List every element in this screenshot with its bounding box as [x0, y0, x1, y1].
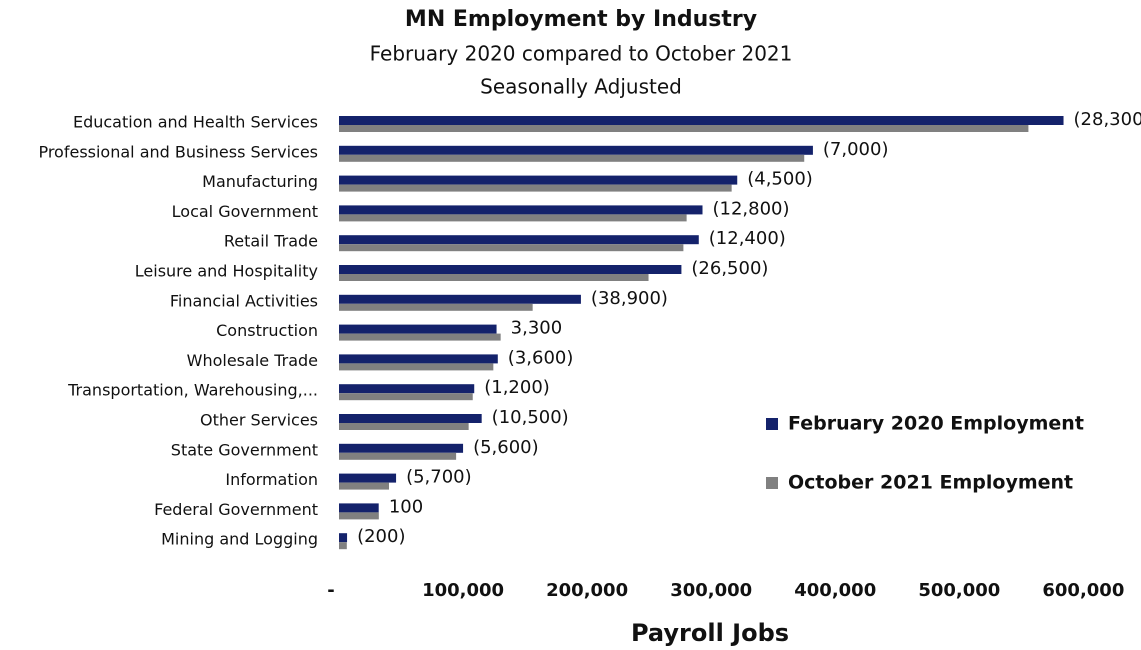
- bar: [339, 393, 473, 401]
- bar: [339, 125, 1029, 132]
- bar: [339, 423, 469, 430]
- legend-swatch: [766, 477, 778, 489]
- bar: [339, 533, 348, 543]
- annotation: (38,900): [591, 288, 668, 309]
- annotation: (7,000): [823, 139, 889, 160]
- bar: [339, 333, 501, 341]
- bar: [339, 265, 682, 274]
- annotation: (4,500): [747, 169, 813, 190]
- annotation: (12,800): [713, 198, 790, 219]
- y-tick-label: Retail Trade: [224, 232, 318, 251]
- bar: [339, 503, 379, 513]
- annotation: (5,600): [473, 437, 539, 458]
- bar: [339, 303, 533, 311]
- annotation: (10,500): [492, 407, 569, 428]
- bar: [339, 154, 805, 162]
- bar: [339, 214, 687, 222]
- y-tick-label: Financial Activities: [170, 291, 318, 310]
- bar: [339, 363, 494, 371]
- y-tick-label: Professional and Business Services: [38, 142, 318, 161]
- bar: [339, 354, 498, 364]
- bar: [339, 473, 397, 483]
- annotation: (26,500): [691, 258, 768, 279]
- bar: [339, 443, 464, 453]
- x-tick-label: 600,000: [1042, 580, 1124, 601]
- bar: [339, 184, 732, 192]
- y-tick-label: Construction: [216, 321, 318, 340]
- y-tick-label: Federal Government: [154, 500, 318, 519]
- bar: [339, 542, 347, 550]
- legend-swatch: [766, 418, 778, 430]
- y-tick-label: Leisure and Hospitality: [135, 262, 318, 281]
- bar: [339, 205, 703, 215]
- legend-label: October 2021 Employment: [788, 472, 1073, 494]
- chart-title: MN Employment by Industry: [405, 7, 757, 32]
- bar: [339, 145, 813, 155]
- chart-subtitle: Seasonally Adjusted: [480, 75, 682, 99]
- bar: [339, 482, 389, 490]
- legend-label: February 2020 Employment: [788, 413, 1084, 435]
- annotation: 3,300: [511, 318, 563, 339]
- bar: [339, 235, 699, 245]
- chart-subtitle: February 2020 compared to October 2021: [370, 42, 793, 66]
- x-tick-label: 300,000: [670, 580, 752, 601]
- bar: [339, 384, 475, 394]
- bar: [339, 244, 684, 252]
- annotation: (12,400): [709, 228, 786, 249]
- y-tick-label: Mining and Logging: [161, 530, 318, 549]
- y-tick-label: State Government: [171, 440, 318, 459]
- bar: [339, 175, 738, 185]
- bar: [339, 414, 482, 423]
- annotation: (28,300): [1074, 109, 1141, 130]
- annotation: (1,200): [484, 377, 550, 398]
- y-tick-label: Education and Health Services: [73, 113, 318, 132]
- y-tick-label: Other Services: [200, 411, 318, 430]
- y-tick-label: Wholesale Trade: [187, 351, 318, 370]
- y-tick-label: Transportation, Warehousing,...: [67, 381, 318, 400]
- bar: [339, 452, 457, 460]
- x-tick-label: 200,000: [546, 580, 628, 601]
- x-tick-label: -: [327, 580, 334, 601]
- x-tick-label: 100,000: [422, 580, 504, 601]
- annotation: 100: [389, 496, 423, 517]
- y-tick-label: Manufacturing: [202, 172, 318, 191]
- bar: [339, 294, 581, 304]
- bar: [339, 274, 649, 281]
- x-tick-label: 400,000: [794, 580, 876, 601]
- x-tick-label: 500,000: [918, 580, 1000, 601]
- annotation: (200): [357, 526, 405, 547]
- y-tick-label: Information: [225, 470, 318, 489]
- annotation: (3,600): [508, 347, 574, 368]
- bar: [339, 512, 379, 520]
- y-tick-label: Local Government: [172, 202, 318, 221]
- annotation: (5,700): [406, 467, 472, 488]
- x-axis-label: Payroll Jobs: [631, 619, 789, 647]
- bar: [339, 116, 1064, 125]
- bar: [339, 324, 497, 334]
